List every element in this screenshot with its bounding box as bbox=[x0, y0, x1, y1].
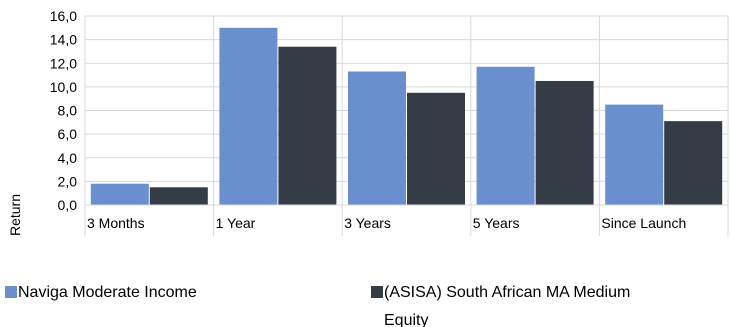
gridlines bbox=[84, 15, 729, 236]
y-tick-label: 10,0 bbox=[50, 79, 77, 95]
legend: Naviga Moderate Income (ASISA) South Afri… bbox=[5, 284, 630, 327]
bar-naviga bbox=[476, 66, 535, 205]
x-tick-label: 5 Years bbox=[473, 215, 520, 231]
legend-label: Equity bbox=[384, 312, 428, 327]
bar-naviga bbox=[348, 71, 406, 205]
bar-asisa bbox=[535, 80, 594, 205]
x-tick-label: 1 Year bbox=[216, 215, 256, 231]
y-tick-label: 6,0 bbox=[58, 126, 78, 142]
y-tick-label: 16,0 bbox=[50, 8, 77, 24]
bar-asisa bbox=[278, 46, 337, 206]
bar-naviga bbox=[219, 27, 278, 205]
legend-label: (ASISA) South African MA Medium bbox=[384, 284, 630, 301]
bar-asisa bbox=[407, 92, 465, 205]
legend-swatch bbox=[371, 286, 383, 298]
bar-asisa bbox=[149, 187, 208, 205]
bars bbox=[90, 27, 723, 206]
y-tick-label: 12,0 bbox=[50, 55, 77, 71]
y-tick-label: 4,0 bbox=[58, 150, 78, 166]
y-tick-label: 2,0 bbox=[58, 173, 78, 189]
y-tick-label: 0,0 bbox=[58, 197, 78, 213]
x-tick-label: 3 Months bbox=[87, 215, 145, 231]
y-axis-title: Return bbox=[7, 194, 23, 236]
x-tick-label: Since Launch bbox=[601, 215, 686, 231]
bar-asisa bbox=[664, 121, 723, 205]
bar-naviga bbox=[90, 183, 149, 205]
legend-swatch bbox=[5, 286, 17, 298]
bar-naviga bbox=[605, 104, 664, 205]
y-tick-label: 8,0 bbox=[58, 103, 78, 119]
y-tick-label: 14,0 bbox=[50, 32, 77, 48]
legend-label: Naviga Moderate Income bbox=[18, 284, 197, 301]
x-tick-label: 3 Years bbox=[344, 215, 391, 231]
tick-labels: 0,0 2,0 4,0 6,0 8,0 10,0 12,0 14,0 16,0 3 Months 1… bbox=[50, 8, 686, 231]
